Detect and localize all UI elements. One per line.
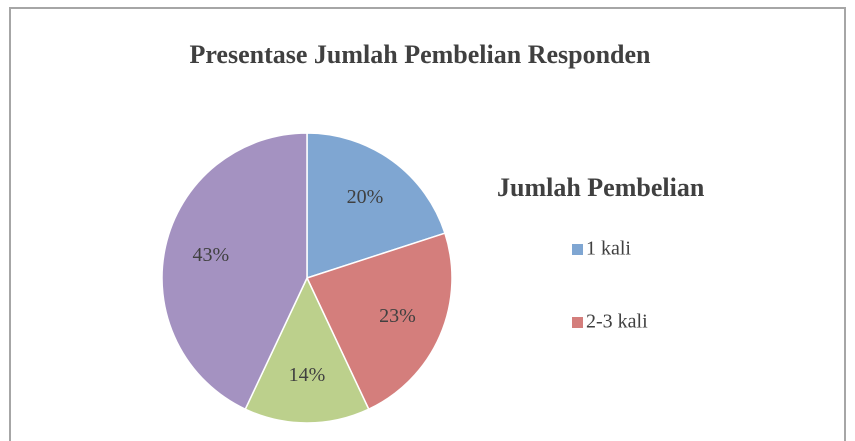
- data-label: 43%: [192, 244, 229, 266]
- legend-swatch: [572, 244, 583, 255]
- pie-slice: [306, 132, 446, 280]
- data-label: 20%: [347, 186, 384, 208]
- pie-slice: [161, 132, 308, 411]
- legend-label: 1 kali: [586, 238, 631, 260]
- chart-title: Presentase Jumlah Pembelian Responden: [189, 40, 651, 69]
- legend-swatch: [572, 317, 583, 328]
- pie-slice: [305, 232, 453, 411]
- legend-label: 2-3 kali: [586, 311, 648, 333]
- legend-title: Jumlah Pembelian: [497, 173, 705, 202]
- data-label: 14%: [289, 364, 326, 386]
- pie-slice: [244, 276, 370, 424]
- data-label: 23%: [379, 305, 416, 327]
